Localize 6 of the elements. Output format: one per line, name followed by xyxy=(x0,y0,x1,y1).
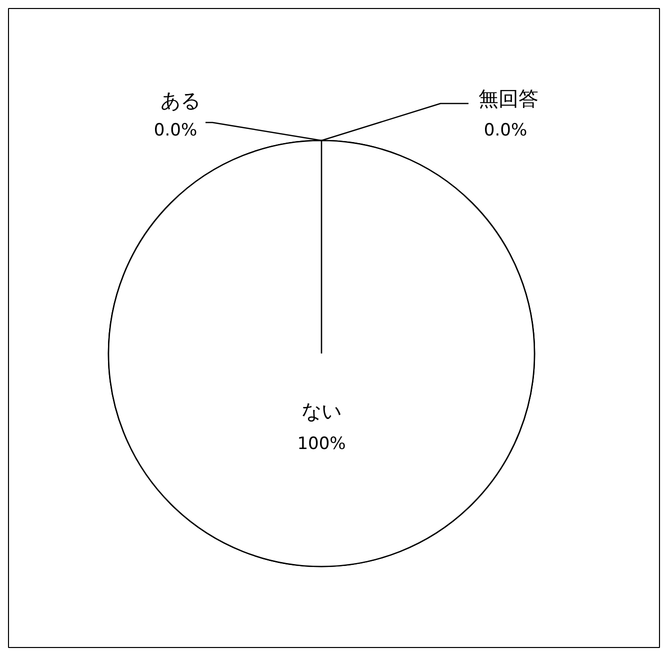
data-label: 100% xyxy=(297,434,346,454)
text: 0.0% xyxy=(154,120,198,140)
slice-label: ない xyxy=(302,399,342,424)
category-label: ある xyxy=(160,88,200,112)
category-label: 無回答 xyxy=(478,86,538,110)
text: 0.0% xyxy=(484,120,528,140)
